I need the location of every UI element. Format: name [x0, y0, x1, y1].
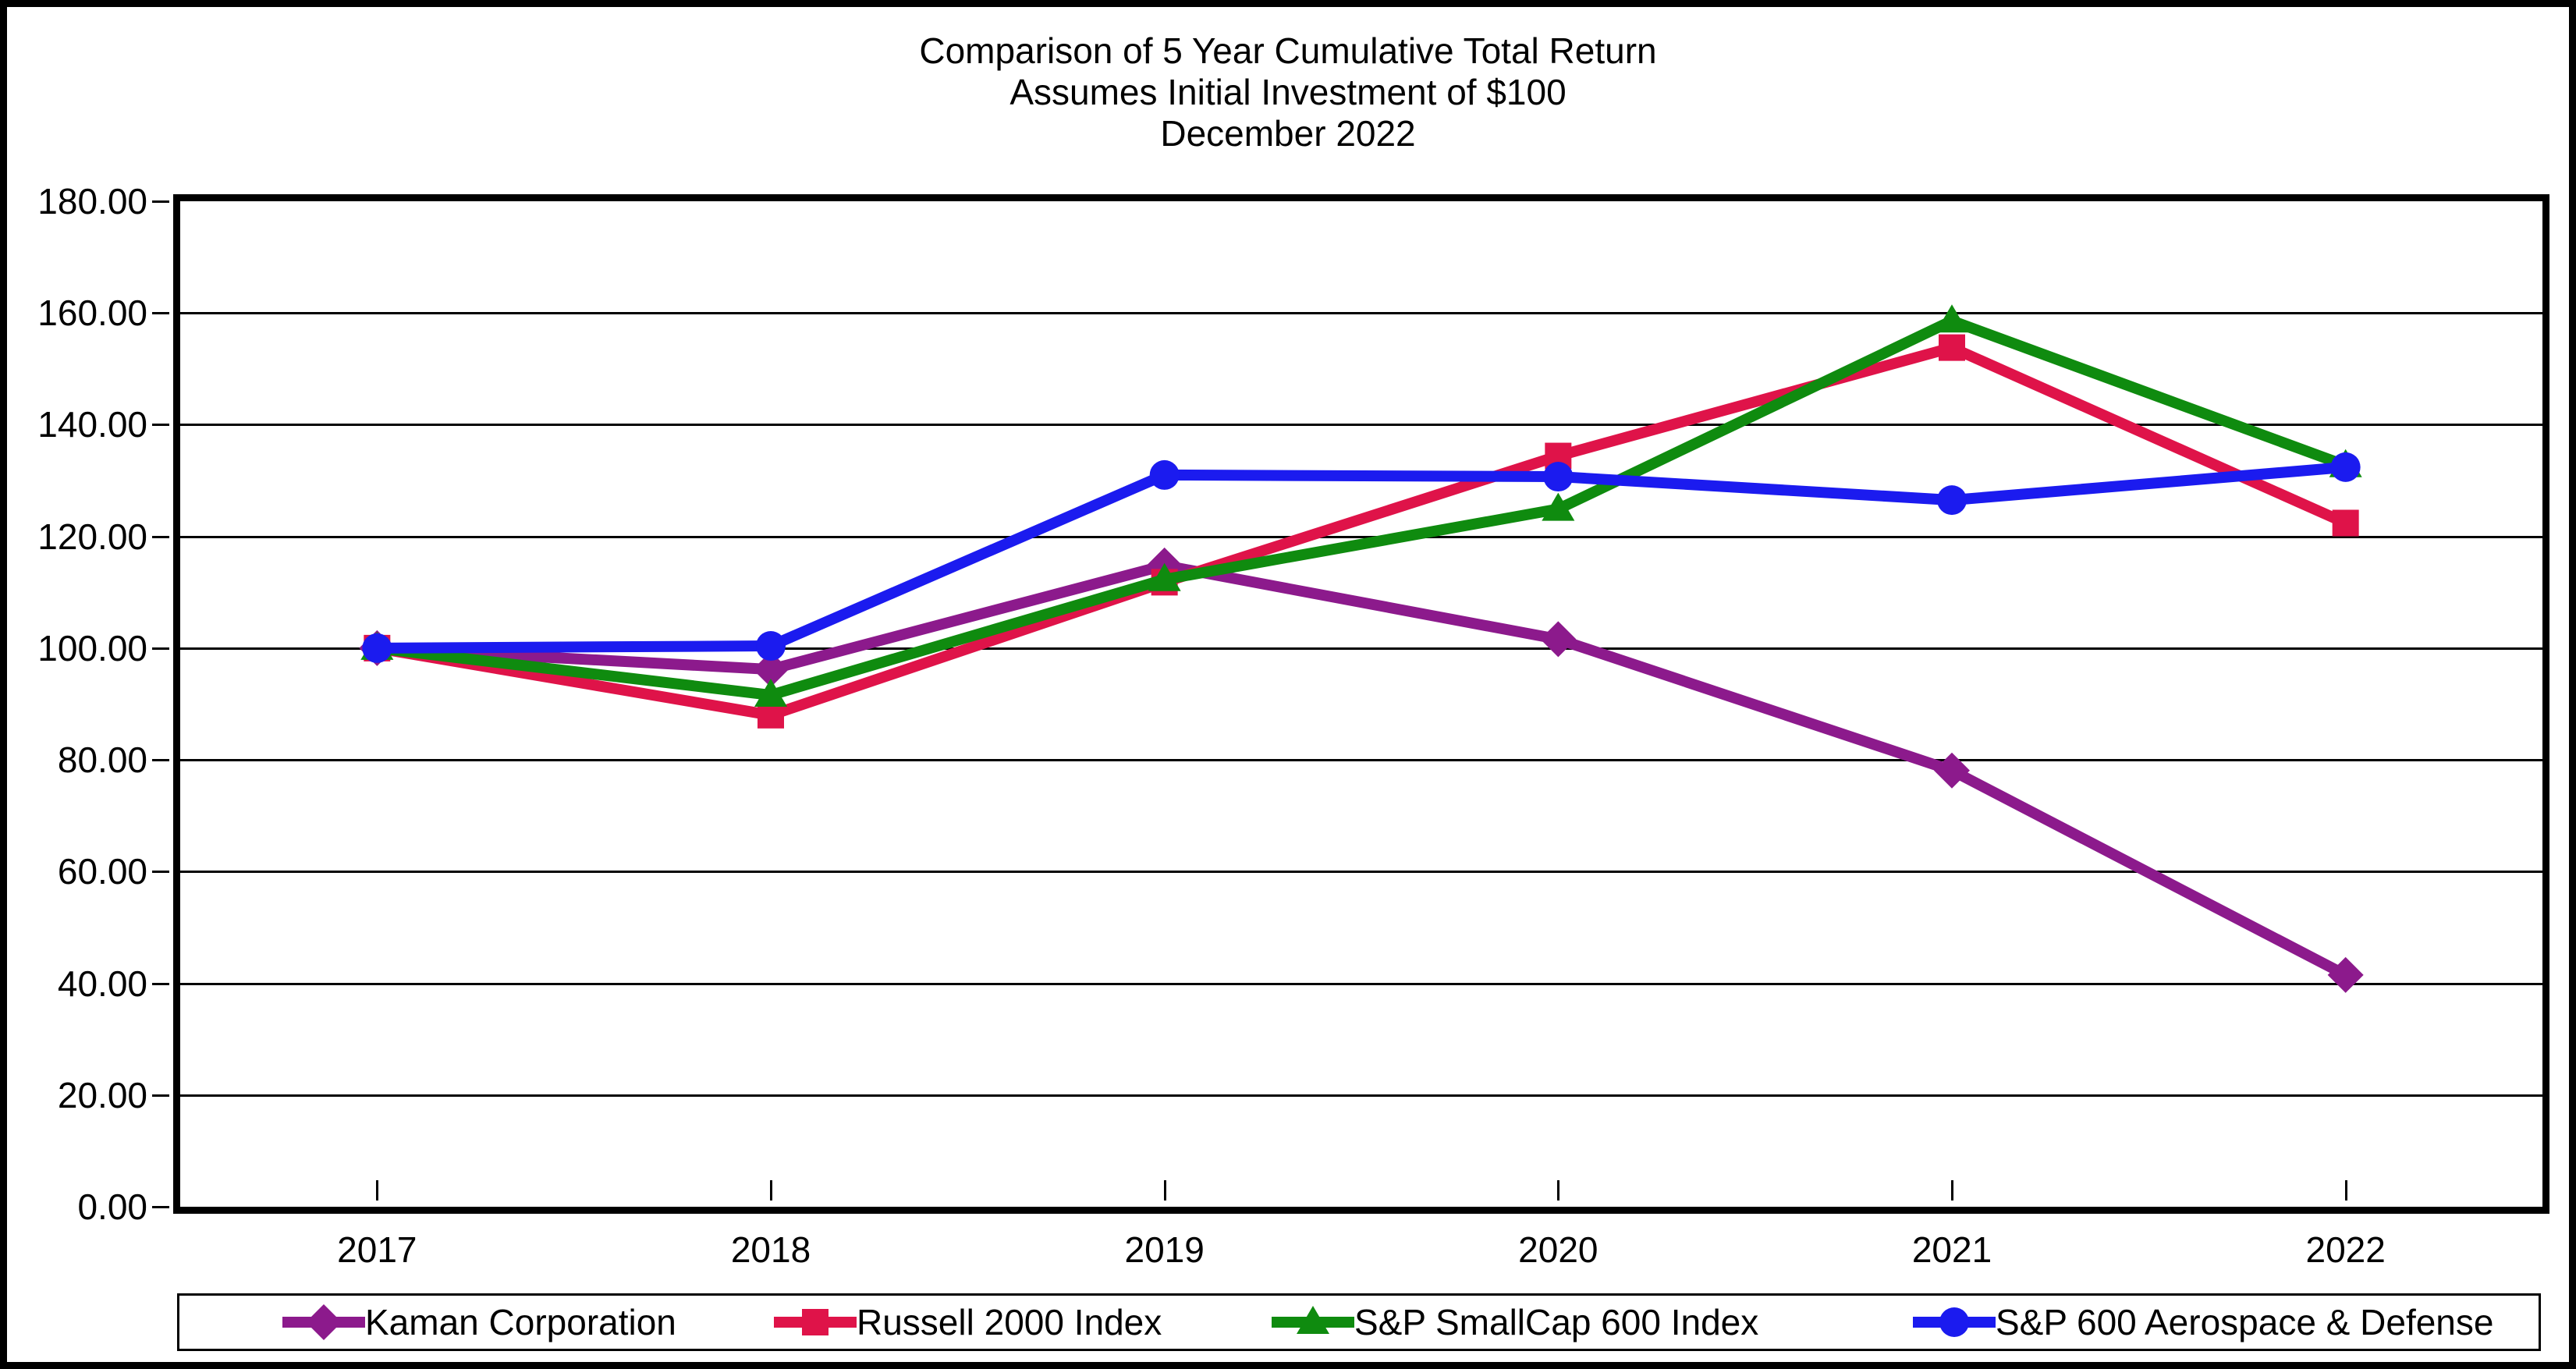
- y-axis-tick: [152, 535, 169, 538]
- diamond-legend-marker: [306, 1304, 342, 1340]
- series-circle: [362, 452, 2361, 663]
- circle-marker: [1937, 485, 1967, 516]
- y-axis-label: 100.00: [37, 627, 147, 669]
- x-axis-label: 2022: [2305, 1229, 2386, 1270]
- legend-entry: S&P 600 Aerospace & Defense: [1913, 1296, 2493, 1349]
- y-axis-label: 60.00: [57, 851, 147, 892]
- legend-entry: Russell 2000 Index: [774, 1296, 1162, 1349]
- series-square: [364, 334, 2359, 729]
- y-gridline: [180, 647, 2542, 650]
- y-axis-tick: [152, 871, 169, 874]
- y-gridline: [180, 982, 2542, 985]
- circle-marker: [2330, 452, 2361, 482]
- series-line: [376, 342, 2348, 721]
- chart-title-line-1: Comparison of 5 Year Cumulative Total Re…: [919, 30, 1657, 71]
- y-gridline: [180, 871, 2542, 874]
- legend-entry: Kaman Corporation: [282, 1296, 676, 1349]
- y-gridline: [180, 759, 2542, 762]
- diamond-marker: [753, 651, 789, 688]
- legend-label: S&P SmallCap 600 Index: [1354, 1302, 1759, 1342]
- square-legend-marker: [802, 1309, 829, 1335]
- y-gridline: [180, 535, 2542, 538]
- y-axis-tick: [152, 647, 169, 650]
- triangle-marker: [754, 679, 787, 708]
- diamond-legend-icon: [282, 1304, 365, 1340]
- legend-label: Russell 2000 Index: [857, 1302, 1162, 1342]
- y-axis-tick: [152, 1094, 169, 1097]
- circle-marker: [362, 633, 392, 663]
- x-axis-tick: [1951, 1180, 1953, 1201]
- x-axis-label: 2018: [730, 1229, 811, 1270]
- chart-title-line-3: December 2022: [1160, 113, 1416, 154]
- triangle-marker: [1542, 492, 1575, 521]
- series-line: [377, 461, 2347, 654]
- x-axis-tick: [770, 1180, 772, 1201]
- square-legend-icon: [774, 1309, 857, 1335]
- series-layer: [359, 304, 2364, 993]
- series-line: [376, 559, 2348, 981]
- y-axis-label: 140.00: [37, 404, 147, 445]
- legend-entry: S&P SmallCap 600 Index: [1272, 1296, 1758, 1349]
- x-axis-tick: [1557, 1180, 1560, 1201]
- y-gridline: [180, 312, 2542, 315]
- legend-label: Kaman Corporation: [365, 1302, 676, 1342]
- series-line: [376, 315, 2348, 701]
- x-axis-label: 2017: [337, 1229, 417, 1270]
- y-gridline: [180, 1094, 2542, 1097]
- x-axis-tick: [2344, 1180, 2347, 1201]
- y-axis-label: 160.00: [37, 293, 147, 334]
- chart-title: Comparison of 5 Year Cumulative Total Re…: [7, 30, 2569, 154]
- triangle-marker: [1148, 562, 1181, 591]
- circle-legend-marker: [1939, 1307, 1969, 1337]
- diamond-marker: [1934, 752, 1970, 789]
- y-axis-label: 180.00: [37, 181, 147, 222]
- circle-marker: [1543, 462, 1574, 492]
- y-axis-label: 120.00: [37, 516, 147, 557]
- y-axis-tick: [152, 200, 169, 203]
- x-axis-label: 2021: [1911, 1229, 1992, 1270]
- diamond-marker: [2327, 956, 2364, 993]
- x-axis-label: 2019: [1124, 1229, 1205, 1270]
- y-gridline: [180, 424, 2542, 427]
- circle-marker: [756, 631, 786, 661]
- y-axis-label: 0.00: [77, 1186, 147, 1227]
- y-axis-tick: [152, 424, 169, 427]
- y-axis-label: 80.00: [57, 739, 147, 781]
- triangle-legend-marker: [1297, 1306, 1329, 1334]
- chart-title-line-2: Assumes Initial Investment of $100: [1009, 72, 1567, 112]
- y-axis-label: 40.00: [57, 963, 147, 1004]
- square-marker: [2332, 509, 2359, 537]
- square-marker: [1939, 334, 1965, 361]
- y-axis-tick: [152, 759, 169, 762]
- x-axis-label: 2020: [1518, 1229, 1598, 1270]
- circle-marker: [1149, 459, 1180, 490]
- x-axis-tick: [376, 1180, 379, 1201]
- y-axis-label: 20.00: [57, 1074, 147, 1115]
- legend-label: S&P 600 Aerospace & Defense: [1996, 1302, 2494, 1342]
- y-axis-tick: [152, 312, 169, 315]
- y-axis-tick: [152, 1206, 169, 1208]
- x-axis-tick: [1163, 1180, 1166, 1201]
- triangle-marker: [1936, 304, 1968, 333]
- triangle-legend-icon: [1272, 1306, 1354, 1334]
- plot-area: [173, 194, 2549, 1214]
- circle-legend-icon: [1913, 1307, 1996, 1337]
- legend: Kaman Corporation Russell 2000 Index S&P S…: [177, 1293, 2541, 1351]
- y-axis-tick: [152, 982, 169, 985]
- diamond-marker: [1540, 621, 1577, 658]
- series-diamond: [359, 547, 2364, 993]
